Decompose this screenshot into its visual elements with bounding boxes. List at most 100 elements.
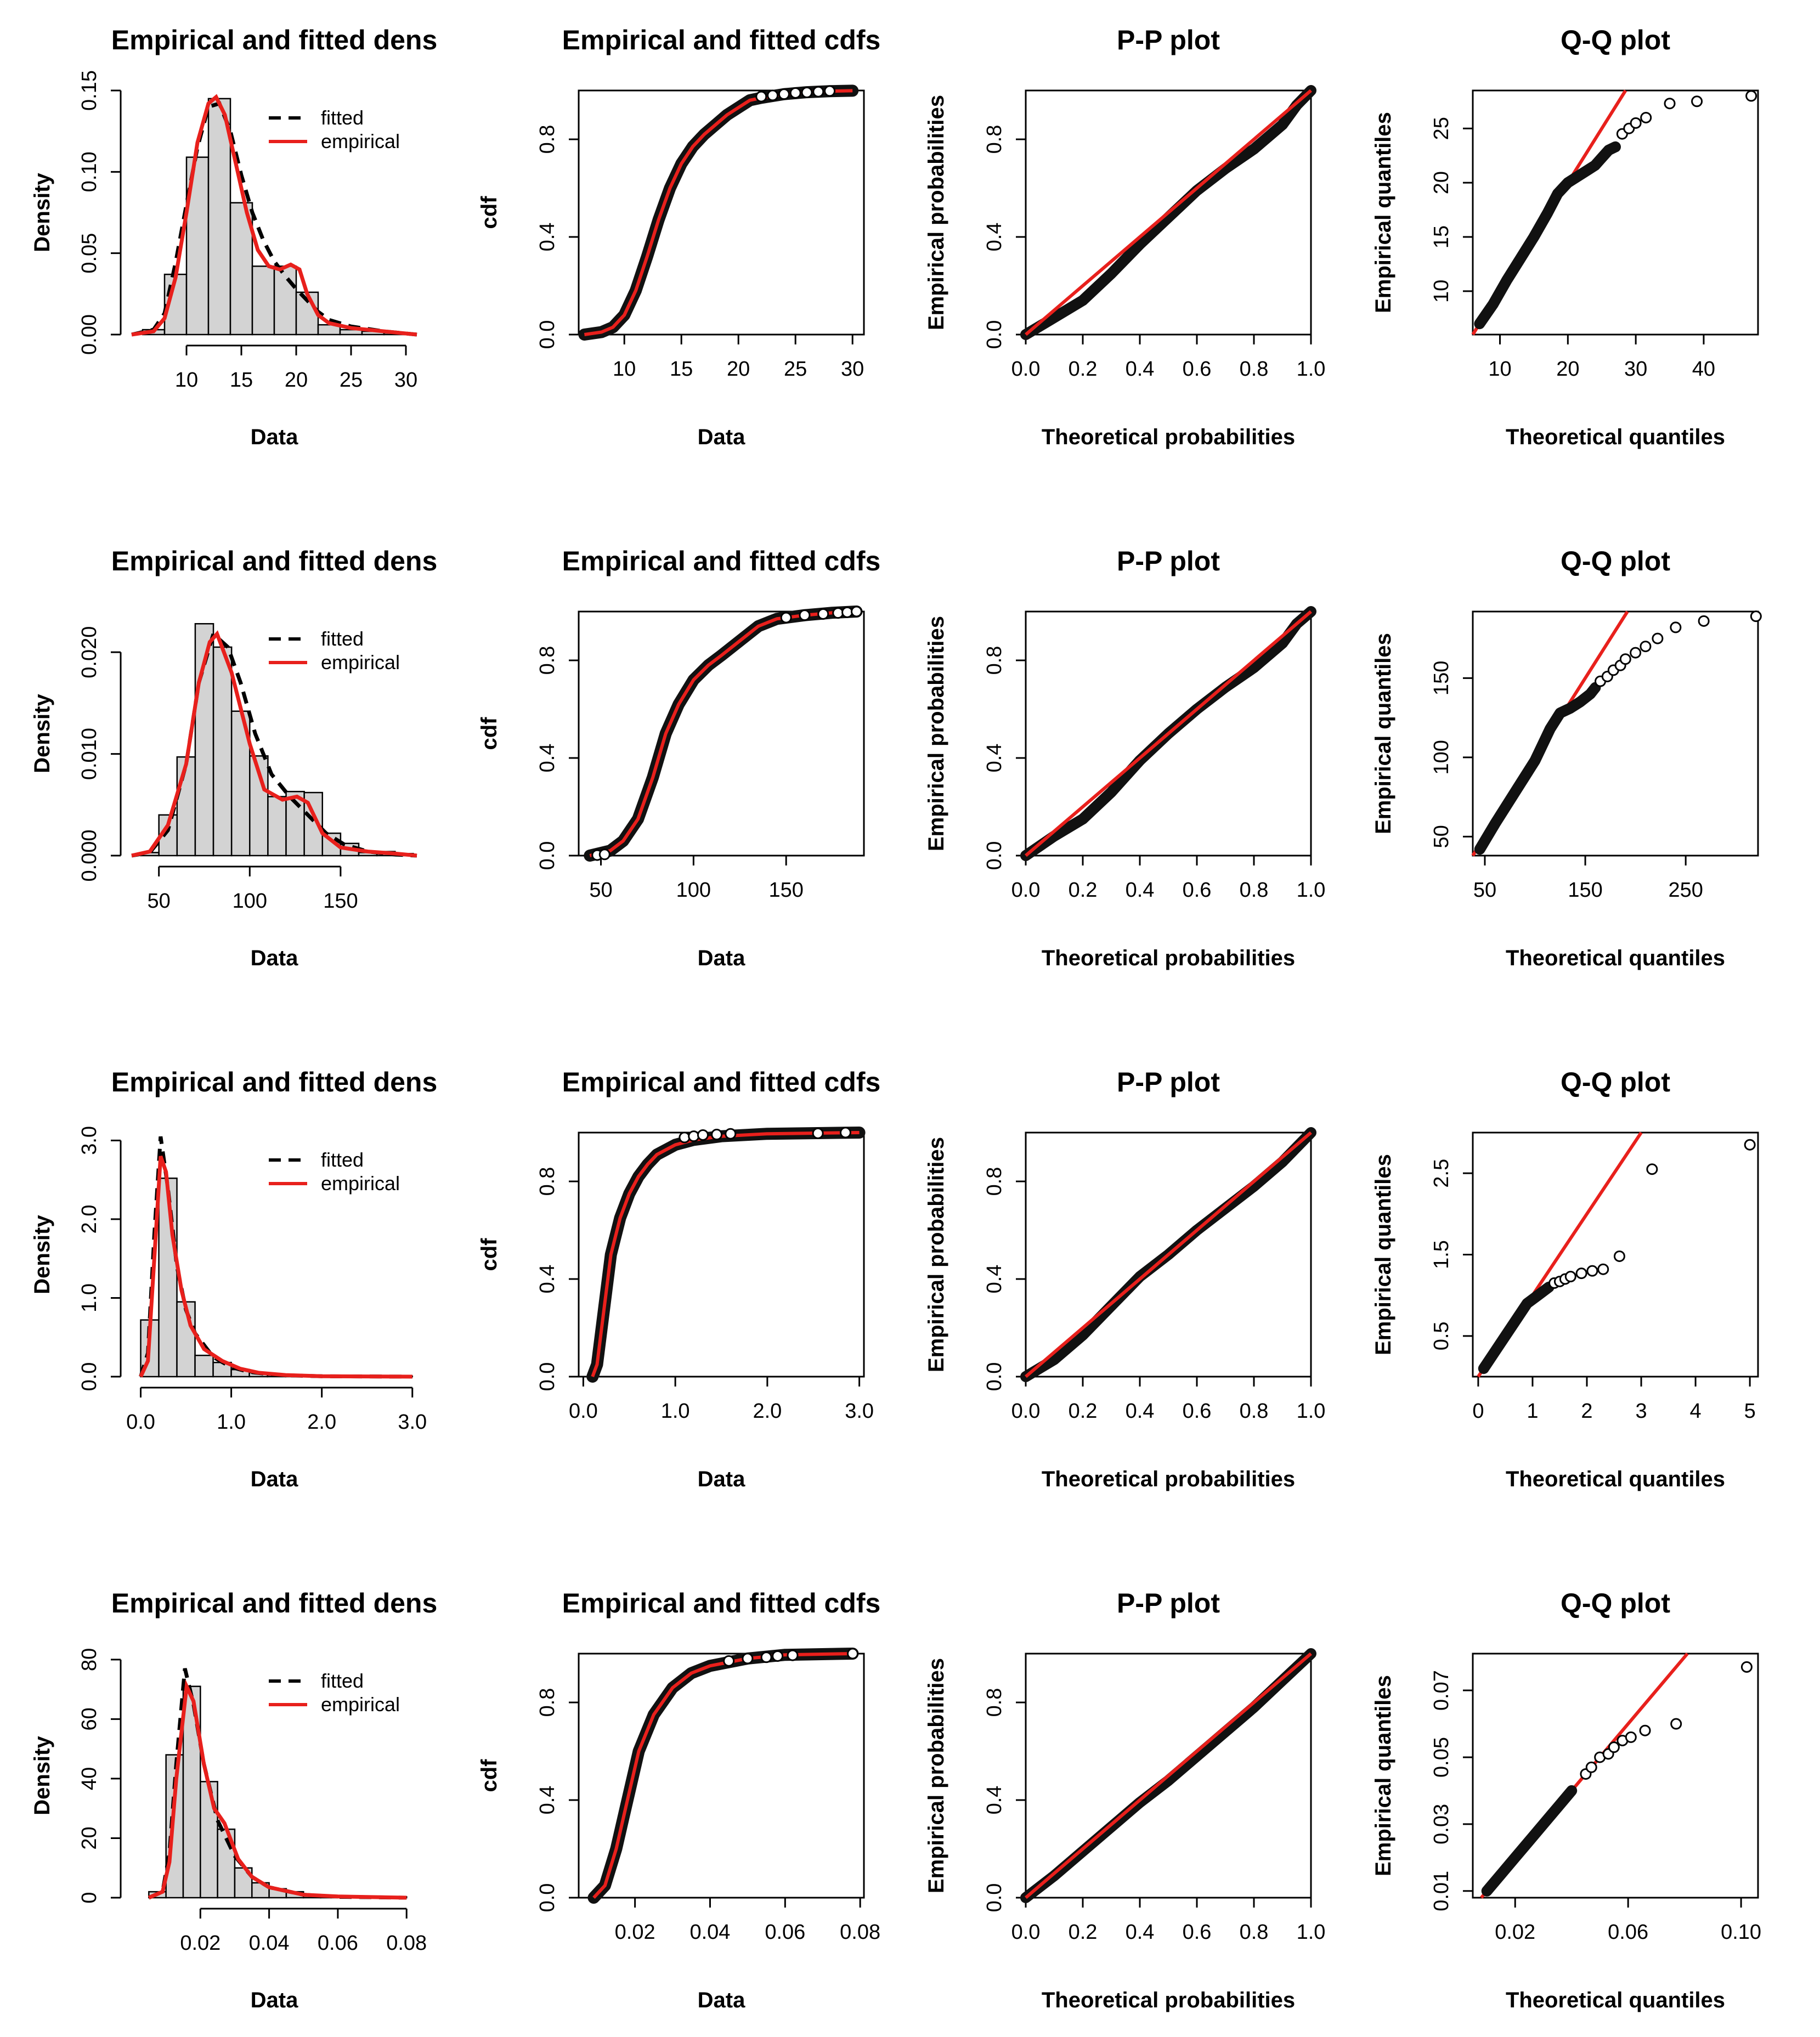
x-axis-label: Theoretical quantiles bbox=[1506, 1988, 1725, 2012]
qq-point bbox=[1639, 1724, 1651, 1736]
y-tick-label: 0.00 bbox=[78, 314, 101, 355]
y-tick-label: 0.8 bbox=[536, 1167, 559, 1196]
cdf-point bbox=[799, 609, 811, 621]
y-tick-label: 2.0 bbox=[78, 1204, 101, 1233]
x-tick-label: 0.0 bbox=[126, 1411, 155, 1434]
qq-point bbox=[1619, 653, 1631, 665]
qq-points bbox=[1481, 1785, 1578, 1897]
x-tick-label: 0.0 bbox=[569, 1400, 598, 1423]
x-tick-label: 100 bbox=[233, 890, 267, 913]
y-axis-label: Density bbox=[30, 1736, 54, 1815]
x-tick-label: 0.10 bbox=[1721, 1921, 1761, 1944]
y-axis-label: Empirical probabilities bbox=[924, 616, 948, 851]
y-tick-label: 150 bbox=[1430, 661, 1453, 695]
qq-point bbox=[1597, 1263, 1609, 1275]
x-tick-label: 1.0 bbox=[217, 1411, 246, 1434]
x-tick-label: 1.0 bbox=[661, 1400, 690, 1423]
x-tick-label: 150 bbox=[768, 879, 803, 902]
chart-panel-1-0: Empirical and fitted dens Data Density 50 10… bbox=[30, 546, 437, 970]
cdf-point bbox=[767, 89, 779, 101]
histogram-bar bbox=[165, 1754, 184, 1899]
cdf-point bbox=[725, 1128, 737, 1140]
y-tick-label: 1.0 bbox=[78, 1283, 101, 1312]
x-tick-label: 0.0 bbox=[1011, 358, 1041, 381]
y-tick-label: 0.0 bbox=[983, 1362, 1006, 1391]
y-tick-label: 0.8 bbox=[536, 125, 559, 154]
x-tick-label: 0.06 bbox=[318, 1932, 358, 1955]
pp-points bbox=[1020, 1648, 1316, 1903]
cdf-point bbox=[841, 606, 854, 618]
cdf-point bbox=[787, 1649, 799, 1661]
y-axis-label: Density bbox=[30, 694, 54, 773]
chart-title: P-P plot bbox=[1117, 25, 1220, 55]
qq-point bbox=[1745, 90, 1757, 102]
y-axis-label: Empirical quantiles bbox=[1371, 1675, 1395, 1876]
y-tick-label: 0.000 bbox=[78, 829, 101, 881]
histogram-bar bbox=[273, 265, 297, 336]
x-tick-label: 50 bbox=[589, 879, 612, 902]
histogram-bar bbox=[285, 790, 305, 857]
x-tick-label: 0.4 bbox=[1126, 879, 1155, 902]
x-axis-label: Theoretical probabilities bbox=[1042, 425, 1295, 449]
y-tick-label: 0.4 bbox=[983, 744, 1006, 773]
chart-panel-0-3: Q-Q plot Theoretical quantiles Empirical q… bbox=[1371, 25, 1759, 449]
y-tick-label: 0.8 bbox=[983, 646, 1006, 675]
x-tick-label: 150 bbox=[1568, 879, 1602, 902]
legend-fitted-label: fitted bbox=[321, 627, 364, 650]
y-tick-label: 0.07 bbox=[1430, 1670, 1453, 1711]
empirical-density-line bbox=[139, 1155, 412, 1379]
chart-panel-3-2: P-P plot Theoretical probabilities Empiric… bbox=[924, 1588, 1325, 2012]
x-tick-label: 0.2 bbox=[1069, 358, 1098, 381]
x-tick-label: 0.8 bbox=[1240, 358, 1269, 381]
chart-panel-0-0: Empirical and fitted dens Data Density 10 15… bbox=[30, 25, 437, 449]
cdf-point bbox=[598, 848, 611, 861]
x-tick-label: 3.0 bbox=[845, 1400, 874, 1423]
pp-reference-line bbox=[1025, 1652, 1312, 1899]
x-axis-label: Theoretical quantiles bbox=[1506, 425, 1725, 449]
chart-title: Empirical and fitted dens bbox=[111, 1588, 438, 1619]
qq-point bbox=[1691, 95, 1703, 107]
x-tick-label: 3.0 bbox=[398, 1411, 427, 1434]
x-tick-label: 0.08 bbox=[386, 1932, 427, 1955]
y-tick-label: 15 bbox=[1430, 225, 1453, 248]
histogram-bar bbox=[176, 756, 196, 857]
y-axis-label: Empirical quantiles bbox=[1371, 633, 1395, 834]
qq-point bbox=[1698, 615, 1710, 627]
qq-point bbox=[1564, 1271, 1576, 1283]
legend-empirical-label: empirical bbox=[321, 651, 400, 674]
cdf-point bbox=[772, 1650, 784, 1662]
y-tick-label: 60 bbox=[78, 1707, 101, 1730]
x-axis-label: Data bbox=[251, 425, 298, 449]
cdf-point bbox=[789, 87, 801, 99]
y-tick-label: 0.4 bbox=[536, 744, 559, 773]
chart-title: Empirical and fitted cdfs bbox=[562, 1588, 881, 1619]
chart-title: Q-Q plot bbox=[1561, 1067, 1670, 1097]
cdf-point bbox=[723, 1655, 735, 1667]
x-tick-label: 30 bbox=[1624, 358, 1647, 381]
y-tick-label: 0.4 bbox=[983, 1265, 1006, 1294]
cdf-point bbox=[817, 608, 829, 620]
y-tick-label: 2.5 bbox=[1430, 1159, 1453, 1188]
x-tick-label: 0.02 bbox=[1495, 1921, 1535, 1944]
x-tick-label: 0.06 bbox=[765, 1921, 805, 1944]
y-tick-label: 0.0 bbox=[536, 320, 559, 349]
chart-title: Empirical and fitted dens bbox=[111, 546, 438, 576]
qq-points bbox=[1478, 1281, 1555, 1374]
legend-fitted-label: fitted bbox=[321, 1670, 364, 1692]
cdf-point bbox=[839, 1127, 851, 1139]
y-axis-label: Empirical quantiles bbox=[1371, 1154, 1395, 1355]
y-tick-label: 0.0 bbox=[983, 320, 1006, 349]
cdf-point bbox=[850, 606, 862, 618]
empirical-cdf-points bbox=[586, 1127, 866, 1383]
histogram-bar bbox=[207, 98, 231, 336]
x-tick-label: 20 bbox=[1556, 358, 1579, 381]
qq-point bbox=[1652, 632, 1664, 644]
plot-frame bbox=[1025, 89, 1312, 336]
chart-title: P-P plot bbox=[1117, 546, 1220, 576]
legend-empirical-label: empirical bbox=[321, 1172, 400, 1195]
x-tick-label: 0.4 bbox=[1126, 1921, 1155, 1944]
qq-point bbox=[1613, 1250, 1625, 1262]
x-tick-label: 10 bbox=[613, 358, 636, 381]
qq-points bbox=[1474, 141, 1621, 330]
empirical-cdf-points bbox=[584, 606, 863, 862]
